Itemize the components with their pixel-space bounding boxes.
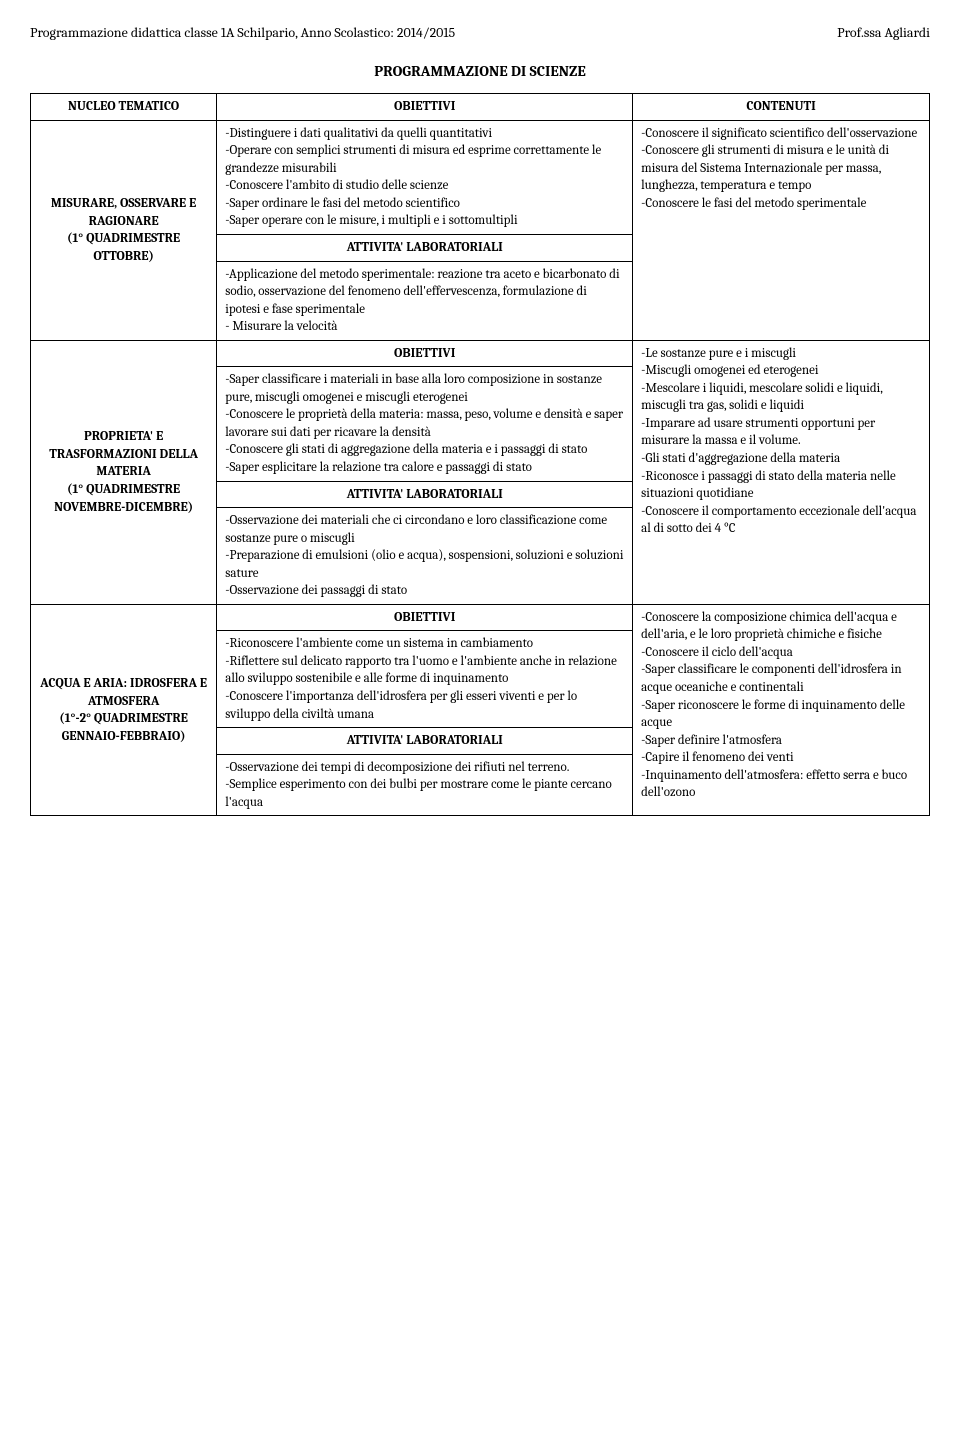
obiettivi-cell: -Distinguere i dati qualitativi da quell… (217, 120, 633, 234)
attivita-label: ATTIVITA' LABORATORIALI (217, 481, 633, 508)
obiettivi-label: OBIETTIVI (217, 604, 633, 631)
table-header-row: NUCLEO TEMATICO OBIETTIVI CONTENUTI (31, 94, 930, 121)
contenuti-cell: -Conoscere il significato scientifico de… (633, 120, 930, 340)
col-header-obiettivi: OBIETTIVI (217, 94, 633, 121)
page-header: Programmazione didattica classe 1A Schil… (30, 24, 930, 43)
curriculum-table: NUCLEO TEMATICO OBIETTIVI CONTENUTI MISU… (30, 93, 930, 816)
obiettivi-cell: -Riconoscere l'ambiente come un sistema … (217, 631, 633, 728)
attivita-cell: -Osservazione dei materiali che ci circo… (217, 508, 633, 605)
col-header-nucleo: NUCLEO TEMATICO (31, 94, 217, 121)
attivita-label: ATTIVITA' LABORATORIALI (217, 234, 633, 261)
nucleo-cell: ACQUA E ARIA: IDROSFERA E ATMOSFERA(1°-2… (31, 604, 217, 815)
obiettivi-label: OBIETTIVI (217, 340, 633, 367)
header-left: Programmazione didattica classe 1A Schil… (30, 24, 455, 43)
attivita-cell: -Osservazione dei tempi di decomposizion… (217, 754, 633, 816)
attivita-label: ATTIVITA' LABORATORIALI (217, 728, 633, 755)
page-title: PROGRAMMAZIONE DI SCIENZE (30, 61, 930, 81)
table-row: PROPRIETA' E TRASFORMAZIONI DELLA MATERI… (31, 340, 930, 367)
attivita-cell: -Applicazione del metodo sperimentale: r… (217, 261, 633, 340)
table-row: ACQUA E ARIA: IDROSFERA E ATMOSFERA(1°-2… (31, 604, 930, 631)
table-row: MISURARE, OSSERVARE E RAGIONARE(1° QUADR… (31, 120, 930, 234)
contenuti-cell: -Conoscere la composizione chimica dell'… (633, 604, 930, 815)
header-right: Prof.ssa Agliardi (837, 24, 930, 43)
nucleo-cell: PROPRIETA' E TRASFORMAZIONI DELLA MATERI… (31, 340, 217, 604)
col-header-contenuti: CONTENUTI (633, 94, 930, 121)
contenuti-cell: -Le sostanze pure e i miscugli-Miscugli … (633, 340, 930, 604)
nucleo-cell: MISURARE, OSSERVARE E RAGIONARE(1° QUADR… (31, 120, 217, 340)
obiettivi-cell: -Saper classificare i materiali in base … (217, 367, 633, 481)
